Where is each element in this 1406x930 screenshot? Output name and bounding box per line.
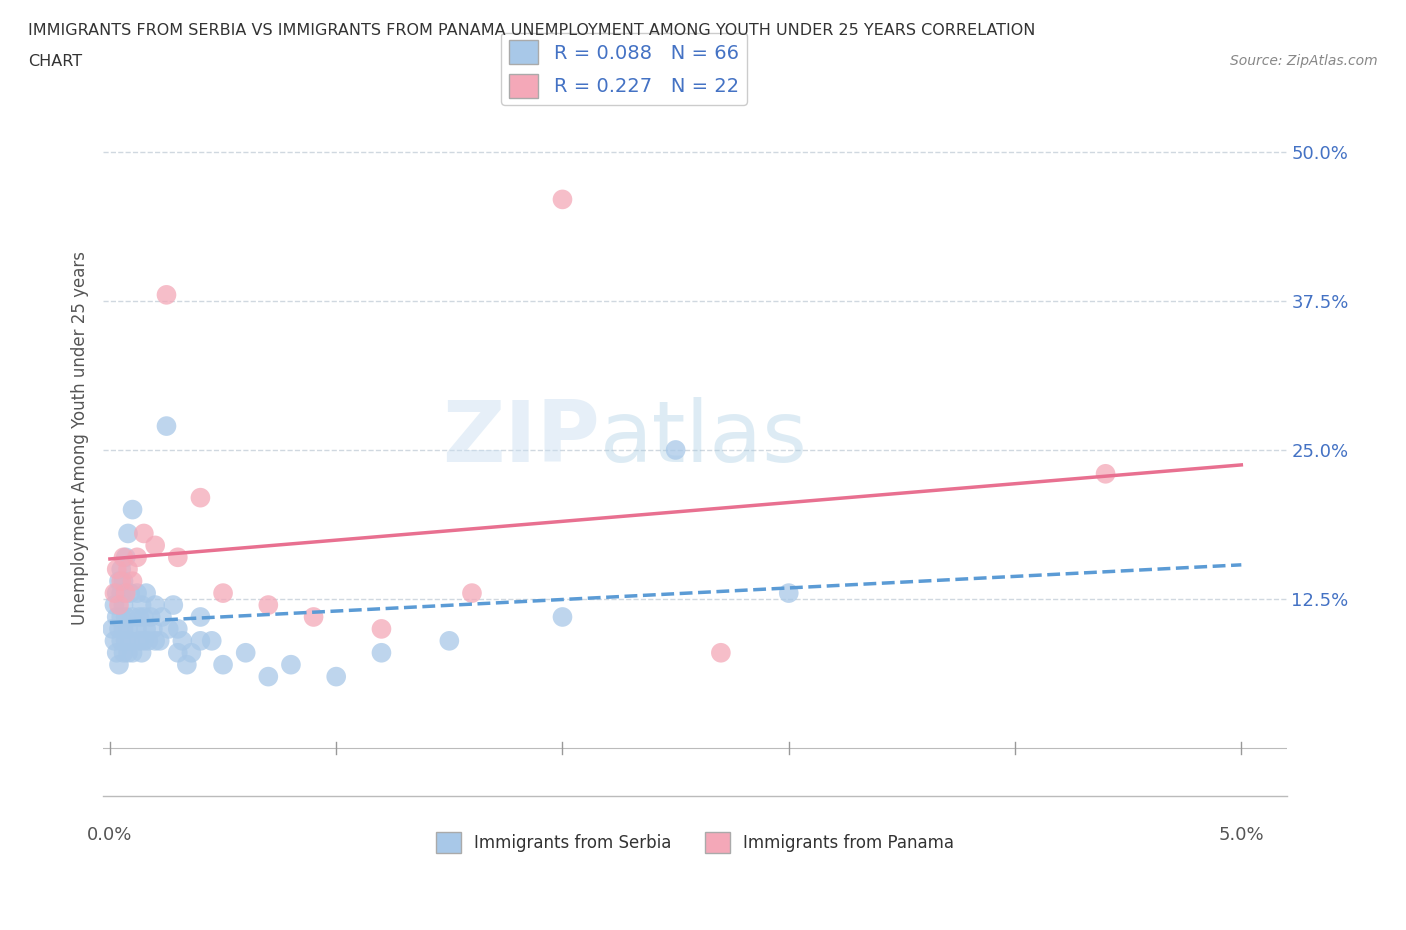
Point [131, 645, 153, 660]
Point [1094, 466, 1116, 481]
Point [180, 645, 202, 660]
Point [105, 586, 128, 601]
Point [108, 658, 131, 672]
Point [150, 609, 173, 624]
Point [257, 598, 280, 613]
Point [135, 621, 157, 636]
Point [125, 550, 148, 565]
Text: IMMIGRANTS FROM SERBIA VS IMMIGRANTS FROM PANAMA UNEMPLOYMENT AMONG YOUTH UNDER : IMMIGRANTS FROM SERBIA VS IMMIGRANTS FRO… [28, 23, 1035, 38]
Point [110, 586, 132, 601]
Point [112, 645, 135, 660]
Point [132, 633, 155, 648]
Point [212, 586, 235, 601]
Point [155, 418, 177, 433]
Point [112, 598, 135, 613]
Point [117, 526, 139, 541]
Point [114, 550, 136, 565]
Point [162, 598, 184, 613]
Point [110, 609, 132, 624]
Point [101, 621, 124, 636]
Legend: Immigrants from Serbia, Immigrants from Panama: Immigrants from Serbia, Immigrants from … [429, 826, 960, 859]
Text: CHART: CHART [28, 54, 82, 69]
Text: 5.0%: 5.0% [1219, 826, 1264, 844]
Point [128, 609, 150, 624]
Point [112, 550, 135, 565]
Point [125, 621, 148, 636]
Point [143, 633, 166, 648]
Point [105, 562, 128, 577]
Point [370, 645, 392, 660]
Point [105, 609, 128, 624]
Point [117, 562, 139, 577]
Point [166, 550, 188, 565]
Y-axis label: Unemployment Among Youth under 25 years: Unemployment Among Youth under 25 years [72, 251, 89, 625]
Point [166, 621, 188, 636]
Point [117, 645, 139, 660]
Point [302, 609, 325, 624]
Point [190, 609, 212, 624]
Point [176, 658, 198, 672]
Point [143, 538, 166, 552]
Point [125, 586, 148, 601]
Point [121, 645, 143, 660]
Text: 0.0%: 0.0% [87, 826, 132, 844]
Point [128, 633, 150, 648]
Point [121, 502, 143, 517]
Point [110, 574, 132, 589]
Point [439, 633, 461, 648]
Point [257, 670, 280, 684]
Point [103, 586, 125, 601]
Point [172, 633, 194, 648]
Point [120, 633, 142, 648]
Point [138, 633, 160, 648]
Text: Source: ZipAtlas.com: Source: ZipAtlas.com [1230, 54, 1378, 68]
Point [108, 574, 131, 589]
Point [131, 598, 153, 613]
Point [710, 645, 733, 660]
Point [135, 586, 157, 601]
Point [112, 621, 135, 636]
Point [112, 574, 135, 589]
Point [157, 621, 180, 636]
Point [143, 598, 166, 613]
Point [280, 658, 302, 672]
Point [114, 633, 136, 648]
Point [110, 562, 132, 577]
Point [108, 598, 131, 613]
Point [190, 633, 212, 648]
Point [190, 490, 212, 505]
Point [139, 609, 162, 624]
Point [201, 633, 224, 648]
Point [117, 621, 139, 636]
Text: atlas: atlas [600, 396, 808, 480]
Point [120, 586, 142, 601]
Text: ZIP: ZIP [443, 396, 600, 480]
Point [142, 621, 165, 636]
Point [778, 586, 800, 601]
Point [132, 609, 155, 624]
Point [325, 670, 347, 684]
Point [110, 633, 132, 648]
Point [166, 645, 188, 660]
Point [461, 586, 484, 601]
Point [155, 287, 177, 302]
Point [108, 621, 131, 636]
Point [121, 609, 143, 624]
Point [132, 526, 155, 541]
Point [551, 192, 574, 206]
Point [665, 443, 688, 458]
Point [121, 574, 143, 589]
Point [212, 658, 235, 672]
Point [105, 645, 128, 660]
Point [114, 586, 136, 601]
Point [103, 633, 125, 648]
Point [149, 633, 172, 648]
Point [370, 621, 392, 636]
Point [235, 645, 257, 660]
Point [103, 598, 125, 613]
Point [114, 609, 136, 624]
Point [551, 609, 574, 624]
